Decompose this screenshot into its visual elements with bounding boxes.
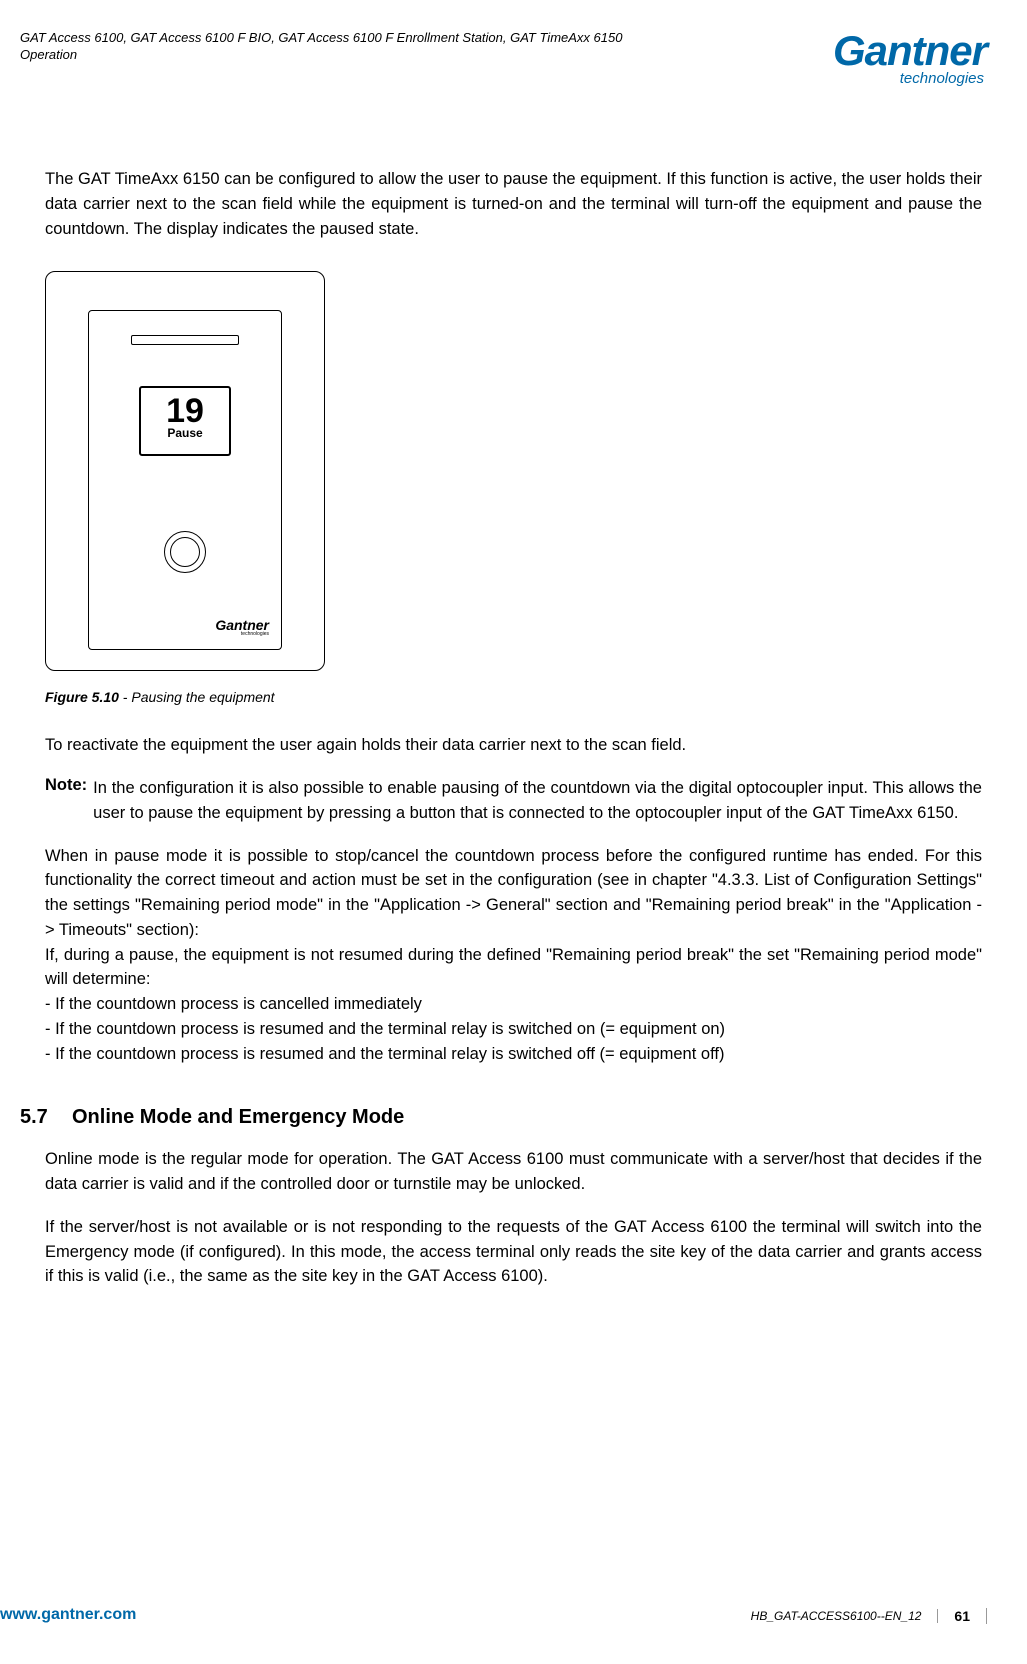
bullet-0: - If the countdown process is cancelled … [45, 992, 982, 1017]
header-title: GAT Access 6100, GAT Access 6100 F BIO, … [20, 30, 622, 64]
section-number: 5.7 [20, 1106, 72, 1129]
online-p2: If the server/host is not available or i… [45, 1215, 982, 1289]
online-p1: Online mode is the regular mode for oper… [45, 1147, 982, 1197]
device-figure: 19 Pause Gantner technologies [45, 271, 982, 671]
device-brand: Gantner technologies [215, 618, 269, 637]
figure-caption: Figure 5.10 - Pausing the equipment [45, 689, 982, 705]
device-panel: 19 Pause Gantner technologies [88, 310, 282, 650]
pause-mode-p1: When in pause mode it is possible to sto… [45, 844, 982, 943]
section-title: Online Mode and Emergency Mode [72, 1106, 404, 1128]
device-brand-sub: technologies [215, 632, 269, 637]
note-text: In the configuration it is also possible… [93, 776, 982, 826]
bullet-2: - If the countdown process is resumed an… [45, 1042, 982, 1067]
page-header: GAT Access 6100, GAT Access 6100 F BIO, … [20, 30, 987, 87]
logo-main: Gantner [833, 30, 987, 72]
note-block: Note: In the configuration it is also po… [45, 776, 982, 826]
pause-mode-p2: If, during a pause, the equipment is not… [45, 943, 982, 993]
figure-text: - Pausing the equipment [119, 689, 275, 705]
intro-paragraph: The GAT TimeAxx 6150 can be configured t… [45, 167, 982, 241]
device-brand-main: Gantner [215, 618, 269, 632]
device-reader-inner [170, 537, 200, 567]
figure-label: Figure 5.10 [45, 689, 119, 705]
note-label: Note: [45, 776, 87, 826]
device-countdown: 19 [141, 394, 229, 428]
device-housing: 19 Pause Gantner technologies [45, 271, 325, 671]
logo: Gantner technologies [833, 30, 987, 87]
device-slot [131, 335, 239, 345]
header-line2: Operation [20, 47, 622, 64]
device-reader-icon [164, 531, 206, 573]
device-pause-label: Pause [141, 426, 229, 440]
header-line1: GAT Access 6100, GAT Access 6100 F BIO, … [20, 30, 622, 47]
content-area: The GAT TimeAxx 6150 can be configured t… [20, 167, 987, 1289]
footer-doc-id: HB_GAT-ACCESS6100--EN_12 [751, 1609, 939, 1623]
footer-url: www.gantner.com [0, 1606, 136, 1624]
page-footer: www.gantner.com HB_GAT-ACCESS6100--EN_12… [0, 1606, 987, 1624]
device-screen: 19 Pause [139, 386, 231, 456]
footer-page-number: 61 [954, 1608, 987, 1624]
reactivate-paragraph: To reactivate the equipment the user aga… [45, 733, 982, 758]
footer-right: HB_GAT-ACCESS6100--EN_12 61 [751, 1608, 987, 1624]
section-heading: 5.7Online Mode and Emergency Mode [20, 1106, 982, 1129]
bullet-1: - If the countdown process is resumed an… [45, 1017, 982, 1042]
